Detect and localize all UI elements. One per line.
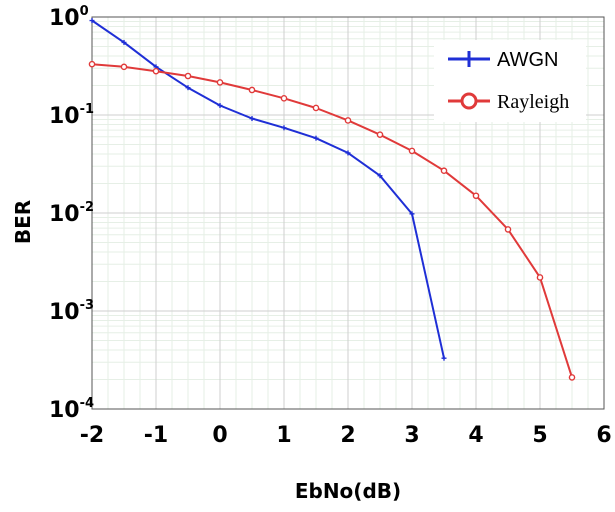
x-axis-label: EbNo(dB) bbox=[295, 479, 401, 503]
data-point-awgn bbox=[89, 18, 95, 24]
y-tick-label: 100 bbox=[49, 4, 89, 31]
x-tick-label: 2 bbox=[340, 423, 355, 448]
data-point-rayleigh bbox=[408, 147, 416, 155]
data-point-awgn bbox=[217, 103, 223, 109]
series-line-awgn bbox=[91, 19, 445, 359]
y-tick-label: 10-2 bbox=[49, 200, 94, 227]
y-tick-label: 10-1 bbox=[49, 102, 94, 129]
x-tick-label: 0 bbox=[212, 423, 227, 448]
x-tick-label: -2 bbox=[80, 423, 104, 448]
y-tick-label: 10-3 bbox=[49, 298, 94, 325]
data-point-awgn bbox=[313, 135, 319, 141]
data-point-rayleigh bbox=[152, 67, 160, 75]
y-tick-labels: 100 10-1 10-2 10-3 10-4 bbox=[49, 4, 94, 423]
data-point-awgn bbox=[345, 150, 351, 156]
legend-marker-rayleigh bbox=[460, 92, 478, 110]
x-tick-label: 5 bbox=[532, 423, 547, 448]
x-tick-labels: -2 -1 0 1 2 3 4 5 6 bbox=[80, 423, 612, 448]
data-point-rayleigh bbox=[440, 167, 448, 175]
y-tick-exponent: -4 bbox=[80, 396, 94, 411]
data-point-awgn bbox=[441, 355, 447, 361]
data-point-rayleigh bbox=[536, 274, 544, 281]
data-point-rayleigh bbox=[568, 374, 576, 381]
y-tick-exponent: -1 bbox=[80, 102, 94, 117]
series-line-rayleigh bbox=[91, 63, 573, 378]
x-tick-label: 4 bbox=[468, 423, 483, 448]
data-point-rayleigh bbox=[88, 60, 96, 68]
data-point-rayleigh bbox=[344, 117, 352, 124]
x-tick-label: 6 bbox=[596, 423, 611, 448]
x-tick-label: -1 bbox=[144, 423, 168, 448]
x-tick-label: 1 bbox=[276, 423, 291, 448]
y-axis-label: BER bbox=[11, 200, 35, 244]
legend: AWGN Rayleigh bbox=[434, 40, 586, 122]
plot-frame bbox=[91, 16, 605, 410]
legend-label-rayleigh: Rayleigh bbox=[497, 91, 569, 113]
data-point-rayleigh bbox=[216, 79, 224, 86]
data-point-rayleigh bbox=[280, 95, 288, 102]
legend-label-awgn: AWGN bbox=[497, 49, 558, 71]
x-tick-label: 3 bbox=[404, 423, 419, 448]
data-point-awgn bbox=[409, 211, 415, 217]
data-point-rayleigh bbox=[472, 192, 480, 200]
y-tick-label: 10-4 bbox=[49, 396, 94, 423]
data-point-awgn bbox=[121, 39, 127, 45]
legend-box bbox=[434, 40, 586, 122]
data-point-awgn bbox=[281, 125, 287, 131]
y-tick-exponent: 0 bbox=[80, 4, 89, 19]
data-point-rayleigh bbox=[184, 72, 192, 80]
data-point-rayleigh bbox=[312, 104, 320, 112]
data-point-awgn bbox=[185, 85, 191, 91]
data-point-rayleigh bbox=[376, 131, 384, 138]
data-point-awgn bbox=[249, 116, 255, 122]
series-layer bbox=[88, 18, 576, 381]
data-point-awgn bbox=[377, 173, 383, 179]
y-tick-exponent: -3 bbox=[80, 298, 94, 313]
data-point-rayleigh bbox=[120, 63, 128, 71]
data-point-rayleigh bbox=[248, 86, 256, 94]
data-point-rayleigh bbox=[504, 226, 512, 233]
y-tick-exponent: -2 bbox=[80, 200, 94, 215]
